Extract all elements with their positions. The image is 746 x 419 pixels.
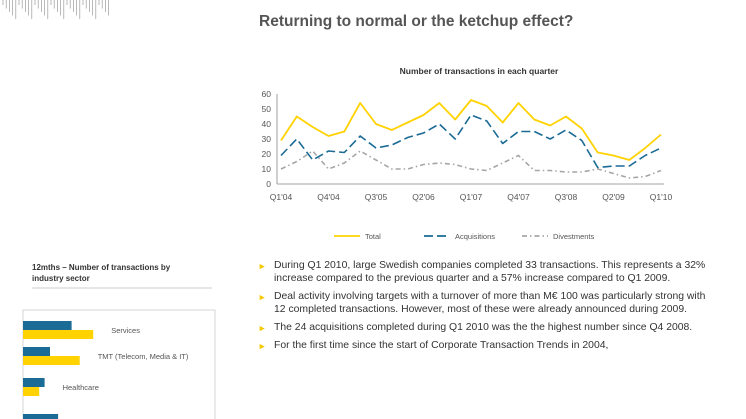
- y-tick-label: 60: [262, 89, 272, 99]
- sector-label: Services: [111, 326, 140, 335]
- series-line-divestments: [280, 150, 662, 179]
- decorative-stripes: [2, 0, 109, 19]
- legend-label: Acquisitions: [455, 232, 495, 241]
- bullet-text: The 24 acquisitions completed during Q1 …: [274, 321, 693, 333]
- x-tick-label: Q2'09: [602, 192, 625, 202]
- y-tick-label: 30: [262, 134, 272, 144]
- series-line-total: [280, 99, 662, 161]
- sector-bar: [23, 414, 59, 419]
- chart-title: Number of transactions in each quarter: [400, 66, 559, 76]
- x-tick-label: Q3'08: [555, 192, 578, 202]
- y-axis: 0 10 20 30 40 50 60: [262, 89, 272, 189]
- y-tick-label: 40: [262, 119, 272, 129]
- sector-chart-title-line2: industry sector: [32, 274, 90, 283]
- bullet-text: Deal activity involving targets with a t…: [274, 290, 706, 315]
- legend-label: Total: [365, 232, 381, 241]
- bullet-item: ► Deal activity involving targets with a …: [258, 291, 708, 317]
- x-axis: Q1'04 Q4'04 Q3'05 Q2'06 Q1'07 Q4'07 Q3'08 Q2'09…: [270, 192, 673, 202]
- bullet-arrow-icon: ►: [258, 340, 267, 351]
- series-line-acquisitions: [280, 114, 662, 169]
- sector-bar: [23, 356, 80, 365]
- slide-title: Returning to normal or the ketchup effec…: [259, 13, 574, 30]
- chart-legend: Total Acquisitions Divestments: [334, 232, 595, 241]
- series-lines: [280, 99, 662, 179]
- bullet-text: During Q1 2010, large Swedish companies …: [274, 260, 706, 284]
- x-tick-label: Q1'10: [650, 192, 673, 202]
- transactions-line-chart: Number of transactions in each quarter 0…: [262, 66, 673, 241]
- key-findings-list: ► During Q1 2010, large Swedish companies…: [258, 260, 708, 357]
- bullet-arrow-icon: ►: [258, 261, 267, 271]
- y-tick-label: 0: [266, 179, 271, 189]
- plot-axes: [276, 94, 664, 185]
- sector-bar: [23, 330, 94, 339]
- sector-label: TMT (Telecom, Media & IT): [98, 352, 189, 361]
- sector-bar: [23, 347, 50, 356]
- y-tick-label: 10: [262, 164, 272, 174]
- x-tick-label: Q1'07: [460, 192, 483, 202]
- sector-bar: [23, 387, 40, 396]
- x-tick-label: Q3'05: [365, 192, 388, 202]
- x-tick-label: Q4'04: [317, 192, 340, 202]
- y-tick-label: 20: [262, 149, 272, 159]
- legend-label: Divestments: [553, 232, 595, 241]
- sector-chart-frame: [22, 309, 216, 419]
- sector-bar: [23, 378, 45, 387]
- bullet-text: For the first time since the start of Co…: [274, 339, 609, 351]
- y-tick-label: 50: [262, 104, 272, 114]
- sector-bars: Services TMT (Telecom, Media & IT) Healthc…: [23, 321, 189, 419]
- bullet-item: ► During Q1 2010, large Swedish companies…: [258, 260, 708, 286]
- x-tick-label: Q1'04: [270, 192, 293, 202]
- bullet-item: ► The 24 acquisitions completed during Q1…: [258, 322, 708, 335]
- sector-bar-chart: 12mths – Number of transactions by indus…: [22, 263, 216, 419]
- sector-label: Healthcare: [63, 383, 99, 392]
- x-tick-label: Q2'06: [412, 192, 435, 202]
- sector-bar: [23, 321, 72, 330]
- bullet-item: ► For the first time since the start of C…: [258, 340, 708, 353]
- x-tick-label: Q4'07: [507, 192, 530, 202]
- bullet-arrow-icon: ►: [258, 322, 267, 333]
- bullet-arrow-icon: ►: [258, 291, 267, 302]
- sector-chart-title: 12mths – Number of transactions by: [32, 263, 171, 272]
